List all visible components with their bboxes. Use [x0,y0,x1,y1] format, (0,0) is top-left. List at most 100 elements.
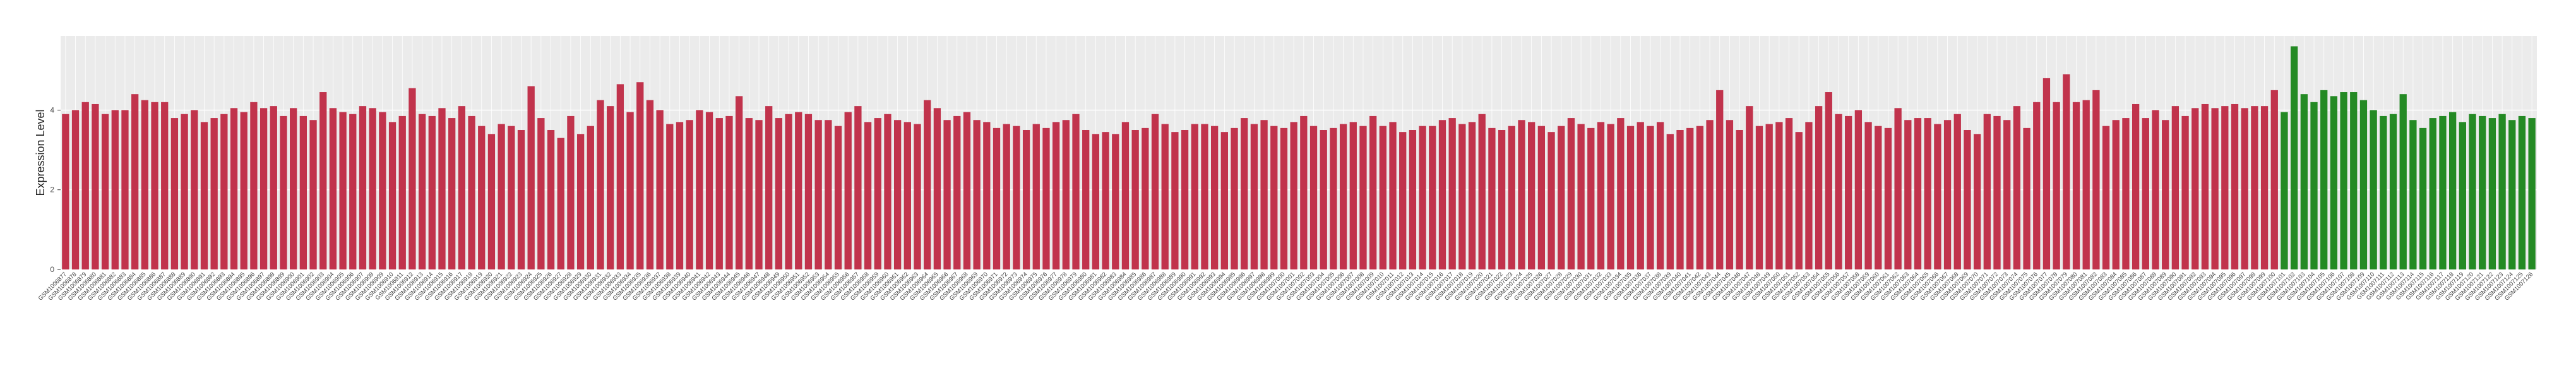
bar [914,124,921,269]
bar [1904,120,1912,269]
bar [280,115,287,269]
bar [2281,112,2288,269]
bar [834,126,842,269]
bar [151,102,158,269]
bar [2330,96,2338,269]
bar [1419,126,1426,269]
bar [1528,122,1535,269]
bar [1369,115,1377,269]
bar [517,130,525,269]
bar [1924,118,1931,269]
bar [725,115,733,269]
bar [1309,126,1318,269]
bar [1102,132,1109,269]
bar [191,110,198,269]
bar [775,118,783,269]
bar [1597,122,1605,269]
bar [2112,120,2120,269]
bar [1379,126,1386,269]
bar [1755,126,1763,269]
bar [2221,106,2229,269]
bar [1845,115,1852,269]
bar [240,112,247,269]
bar [656,110,664,269]
bar [141,100,148,270]
bar [2042,78,2051,269]
bar [1934,124,1941,269]
bar [2300,94,2308,269]
bar [121,110,129,269]
bar [1617,118,1625,269]
bar [270,106,277,269]
bar [1854,110,1863,269]
bar [309,120,317,269]
bar [2498,114,2506,269]
bar [388,122,397,269]
bar [1399,132,1407,269]
bar [2152,110,2159,269]
bar [597,100,604,270]
bar [2162,120,2169,269]
bar [2479,115,2486,269]
bar [1835,114,1842,269]
bar [398,115,406,269]
bar [1953,114,1961,269]
bar [1092,134,1100,269]
bar [537,118,545,269]
bar [2518,115,2526,269]
bar [1676,130,1684,269]
bar [468,115,475,269]
bar [2211,108,2219,269]
bar [2260,106,2269,269]
bar [2508,120,2516,269]
bar [1131,130,1139,269]
bar [1161,124,1169,269]
bar [1815,106,1823,269]
bar [369,108,376,269]
bar [2102,126,2110,269]
bar [339,112,347,269]
bar [1825,92,1832,270]
bar [319,92,327,270]
bar [903,122,911,269]
bar [428,115,436,269]
bar [1270,126,1278,269]
bar [1003,124,1010,269]
bar [983,122,991,269]
bar [2528,118,2536,269]
bar [1142,127,1149,269]
bar [1409,130,1417,269]
bar [2063,74,2070,270]
bar [1795,132,1803,269]
bar [1558,126,1565,269]
bar [1488,127,1496,269]
bar [2429,118,2436,269]
y-axis-label: Expression Level [34,109,47,196]
bar [1805,122,1813,269]
bar [1875,126,1882,269]
bar [1300,115,1308,269]
bar [478,126,486,269]
bar [547,130,555,269]
bar [1112,134,1119,269]
bar [567,115,575,269]
bar [745,118,753,269]
bar [111,110,119,269]
bar [2191,108,2199,269]
bar [1448,118,1456,269]
bar [785,114,792,269]
bar [1726,120,1734,269]
bar [1894,108,1902,269]
bar [299,115,307,269]
bar [71,110,80,269]
bar [1280,127,1288,269]
bar [676,122,684,269]
bar [884,114,891,269]
bar [2469,114,2476,269]
bar [963,112,971,269]
y-tick-label: 2 [50,186,54,194]
bar [230,108,238,269]
bar [715,118,723,269]
bar [804,114,813,269]
bar [527,86,535,269]
